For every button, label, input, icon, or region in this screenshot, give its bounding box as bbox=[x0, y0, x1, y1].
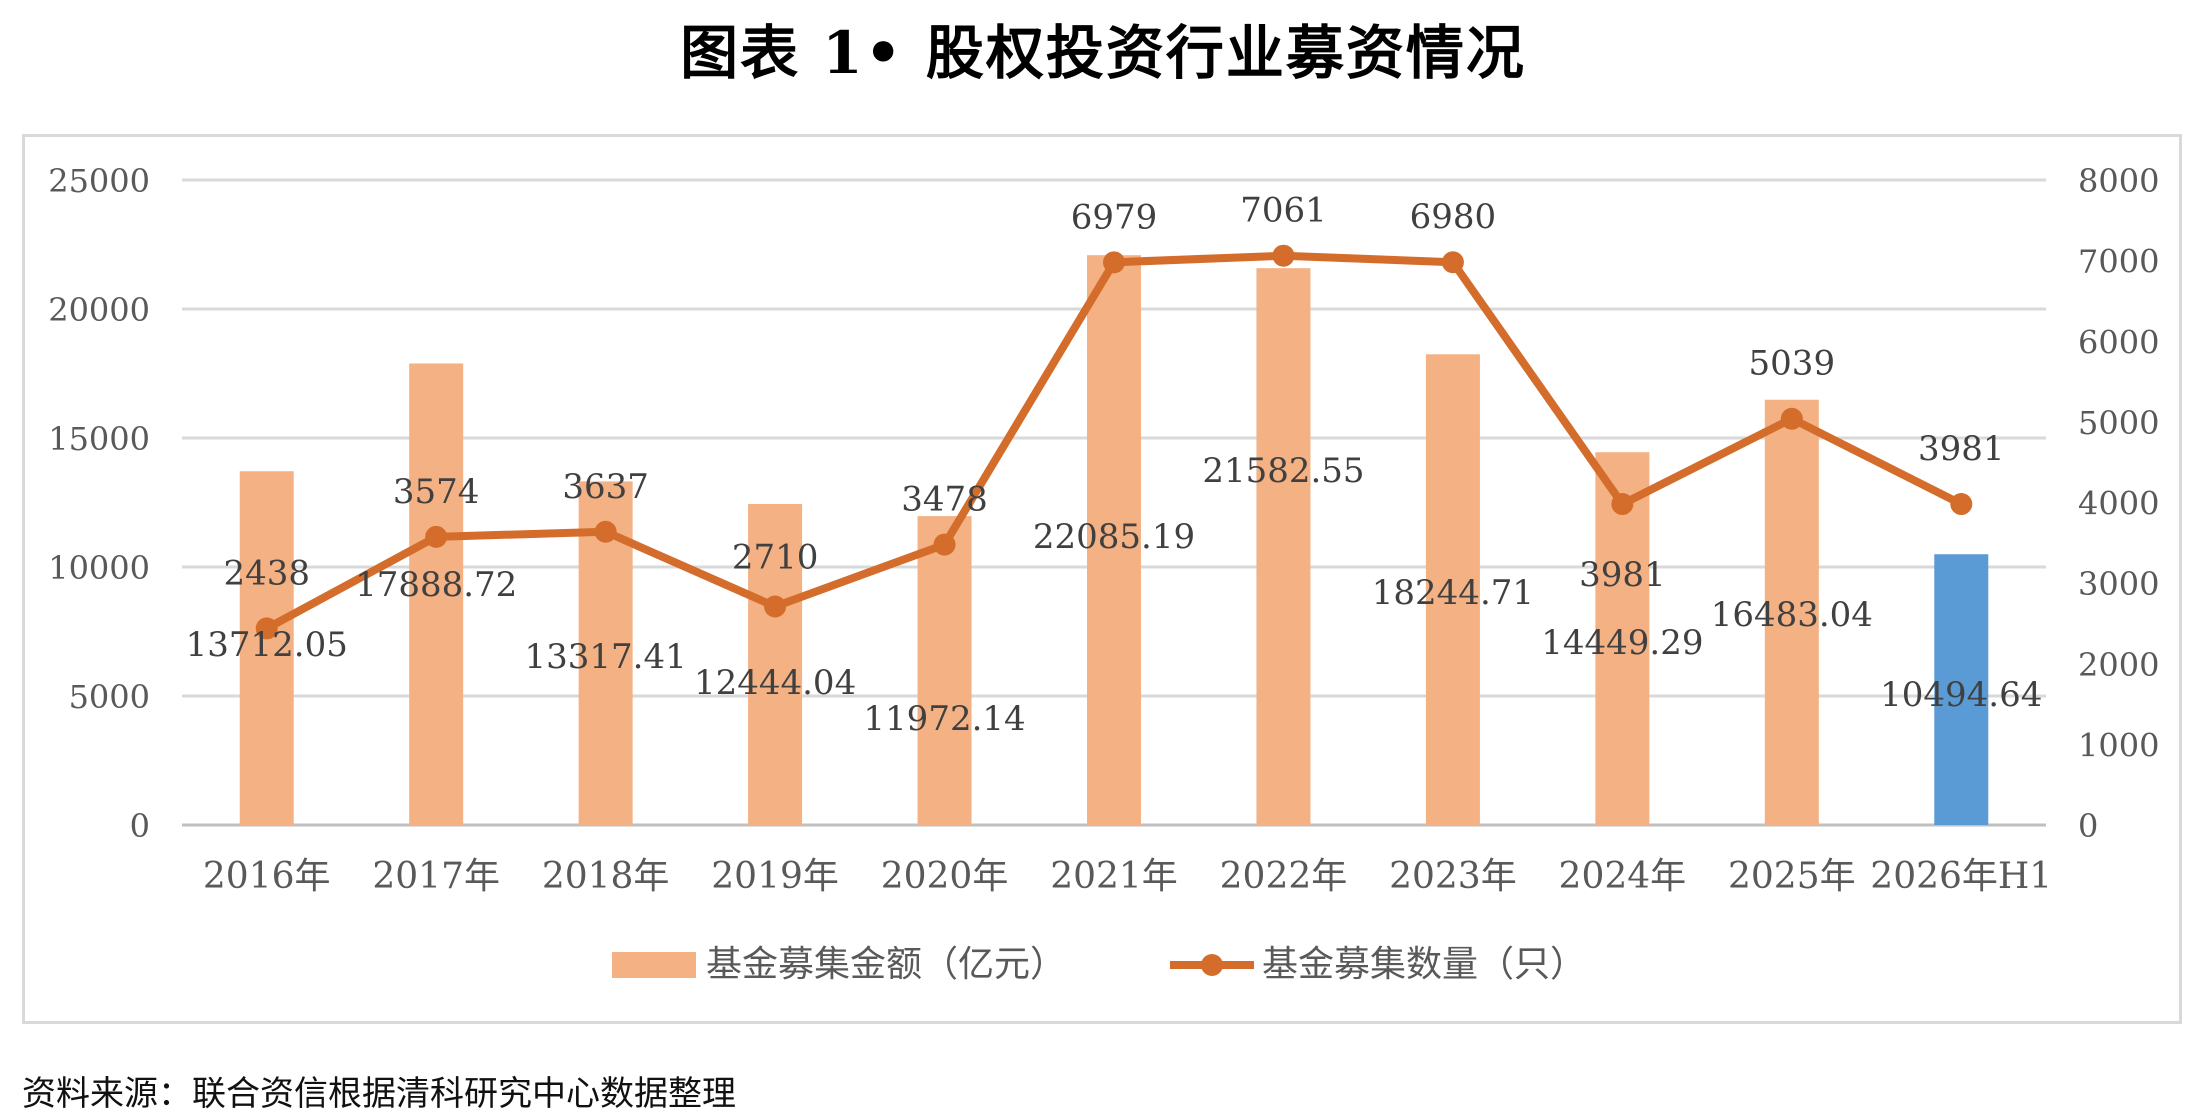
right-y-axis: 0 1000 2000 3000 4000 5000 6000 7000 8000 bbox=[2078, 162, 2159, 845]
line-point bbox=[1780, 407, 1803, 430]
x-tick-label: 2017年 bbox=[372, 856, 500, 897]
line-value-label: 2438 bbox=[223, 553, 310, 593]
combo-chart: 0 5000 10000 15000 20000 25000 0 1000 2000 3000 4… bbox=[48, 162, 2159, 985]
source-note: 资料来源：联合资信根据清科研究中心数据整理 bbox=[22, 1074, 736, 1114]
line-point bbox=[1441, 251, 1464, 274]
right-tick-label: 7000 bbox=[2078, 243, 2159, 281]
bar bbox=[748, 503, 803, 825]
bar-value-label: 12444.04 bbox=[694, 663, 856, 703]
bar-value-label: 16483.04 bbox=[1711, 595, 1873, 635]
right-tick-label: 1000 bbox=[2078, 726, 2159, 764]
bar-value-label: 21582.55 bbox=[1202, 451, 1364, 491]
bar-value-label: 11972.14 bbox=[863, 699, 1025, 739]
bar bbox=[239, 471, 294, 825]
x-tick-label: 2021年 bbox=[1050, 856, 1178, 897]
right-tick-label: 4000 bbox=[2078, 485, 2159, 523]
line-point bbox=[1611, 493, 1634, 516]
x-tick-label: 2018年 bbox=[542, 856, 670, 897]
x-tick-label: 2019年 bbox=[711, 856, 839, 897]
left-tick-label: 5000 bbox=[69, 678, 150, 716]
bar-value-label: 14449.29 bbox=[1541, 623, 1703, 663]
line-value-label: 3981 bbox=[1918, 429, 2005, 469]
legend: 基金募集金额（亿元） 基金募集数量（只） bbox=[612, 944, 1586, 985]
line-value-label: 2710 bbox=[732, 538, 819, 578]
x-axis: 2016年 2017年 2018年 2019年 2020年 2021年 2022年 2023年… bbox=[203, 856, 2052, 897]
line-value-label: 3981 bbox=[1579, 555, 1666, 595]
chart-frame bbox=[22, 134, 2182, 1024]
legend-bar-swatch bbox=[612, 952, 696, 978]
legend-bar-label: 基金募集金额（亿元） bbox=[706, 944, 1066, 985]
line-point bbox=[764, 595, 787, 618]
line-point bbox=[1103, 251, 1125, 274]
line-point bbox=[255, 617, 278, 640]
left-tick-label: 10000 bbox=[48, 549, 150, 587]
line-value-label: 6980 bbox=[1410, 197, 1497, 237]
bars-series bbox=[239, 255, 1989, 826]
bar-value-label: 13317.41 bbox=[525, 637, 687, 677]
line-value-label: 3637 bbox=[562, 467, 649, 507]
legend-line-label: 基金募集数量（只） bbox=[1262, 944, 1586, 985]
line-point bbox=[425, 525, 448, 548]
right-tick-label: 3000 bbox=[2078, 565, 2159, 603]
bar-value-label: 22085.19 bbox=[1033, 517, 1195, 557]
bar-data-labels: 13712.0517888.7213317.4112444.0411972.14… bbox=[186, 451, 2043, 739]
right-tick-label: 0 bbox=[2078, 807, 2098, 845]
line-point bbox=[1950, 493, 1973, 516]
bar bbox=[1087, 255, 1141, 826]
bar bbox=[1425, 354, 1480, 825]
line-data-labels: 2438 3574 3637 2710 3478 6979 7061 6980 3981 5039… bbox=[223, 191, 2004, 595]
bar-value-label: 10494.64 bbox=[1880, 675, 2042, 715]
line-value-label: 3478 bbox=[901, 480, 988, 520]
line-point bbox=[933, 533, 956, 556]
bar-value-label: 13712.05 bbox=[186, 625, 348, 665]
x-tick-label: 2020年 bbox=[881, 856, 1009, 897]
right-tick-label: 8000 bbox=[2078, 162, 2159, 200]
left-tick-label: 0 bbox=[130, 807, 150, 845]
x-tick-label: 2026年H1 bbox=[1870, 856, 2052, 897]
bar bbox=[917, 516, 972, 825]
left-tick-label: 15000 bbox=[48, 420, 150, 458]
legend-line-marker bbox=[1201, 954, 1223, 976]
x-tick-label: 2024年 bbox=[1559, 856, 1687, 897]
bar bbox=[1764, 399, 1819, 825]
right-tick-label: 5000 bbox=[2078, 404, 2159, 442]
bar bbox=[409, 363, 464, 825]
x-tick-label: 2016年 bbox=[203, 856, 331, 897]
line-series bbox=[255, 244, 1973, 640]
bar bbox=[1256, 268, 1311, 826]
bar-value-label: 18244.71 bbox=[1372, 573, 1534, 613]
left-y-axis: 0 5000 10000 15000 20000 25000 bbox=[48, 162, 150, 845]
x-tick-label: 2023年 bbox=[1389, 856, 1517, 897]
line-value-label: 6979 bbox=[1071, 197, 1158, 237]
left-tick-label: 20000 bbox=[48, 291, 150, 329]
bar bbox=[1934, 554, 1989, 825]
right-tick-label: 2000 bbox=[2078, 646, 2159, 684]
right-tick-label: 6000 bbox=[2078, 323, 2159, 361]
bar-value-label: 17888.72 bbox=[355, 565, 517, 605]
chart-title: 图表 1• 股权投资行业募资情况 bbox=[680, 19, 1526, 87]
line-value-label: 5039 bbox=[1749, 344, 1836, 384]
line-value-label: 3574 bbox=[393, 472, 480, 512]
line-point bbox=[594, 520, 617, 543]
x-tick-label: 2022年 bbox=[1220, 856, 1348, 897]
line-value-label: 7061 bbox=[1240, 191, 1327, 231]
left-tick-label: 25000 bbox=[48, 162, 150, 200]
x-tick-label: 2025年 bbox=[1728, 856, 1856, 897]
line-point bbox=[1272, 244, 1295, 267]
